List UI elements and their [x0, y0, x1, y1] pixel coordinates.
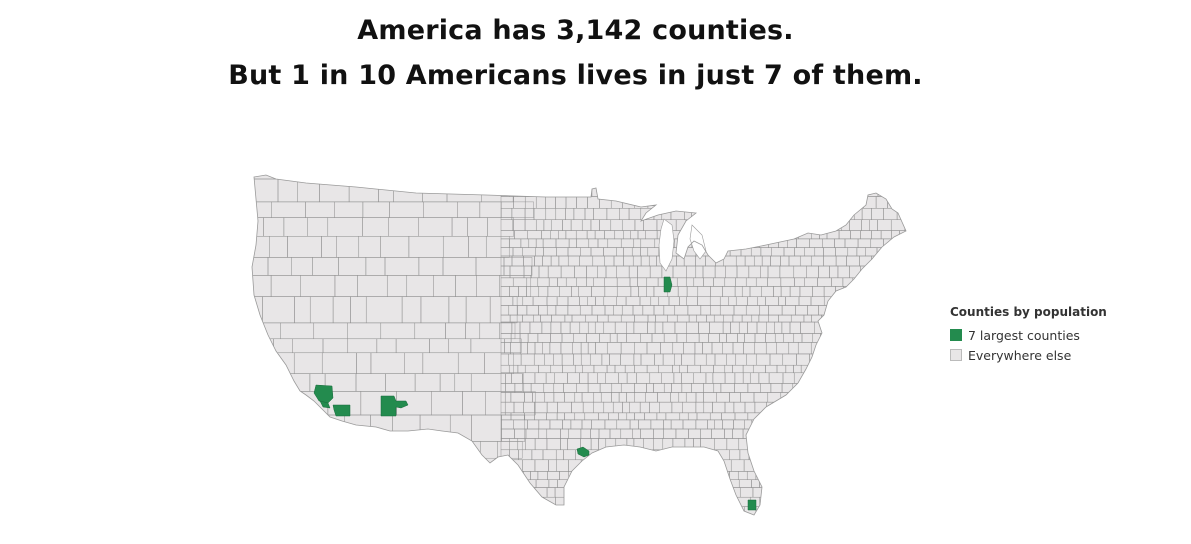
legend-swatch-gray — [950, 349, 962, 361]
legend-title: Counties by population — [950, 305, 1107, 319]
county-maricopa — [380, 395, 409, 417]
largest-counties — [313, 276, 757, 511]
county-orange — [319, 400, 331, 409]
legend-swatch-green — [950, 329, 962, 341]
legend-label: Everywhere else — [968, 347, 1072, 363]
county-san-diego — [332, 404, 351, 417]
legend: Counties by population 7 largest countie… — [950, 305, 1107, 365]
lake-michigan — [658, 218, 707, 272]
legend-label: 7 largest counties — [968, 327, 1080, 343]
us-border — [251, 174, 907, 516]
county-miami-dade — [747, 499, 757, 511]
us-county-map-svg — [251, 174, 907, 516]
us-county-map — [246, 155, 916, 525]
chart-title-line-1: America has 3,142 counties. — [357, 15, 794, 46]
county-harris — [576, 446, 590, 458]
chart-title-line-2: But 1 in 10 Americans lives in just 7 of… — [228, 60, 923, 91]
legend-item-else[interactable]: Everywhere else — [950, 345, 1107, 365]
legend-item-largest[interactable]: 7 largest counties — [950, 325, 1107, 345]
county-cook — [663, 276, 673, 293]
